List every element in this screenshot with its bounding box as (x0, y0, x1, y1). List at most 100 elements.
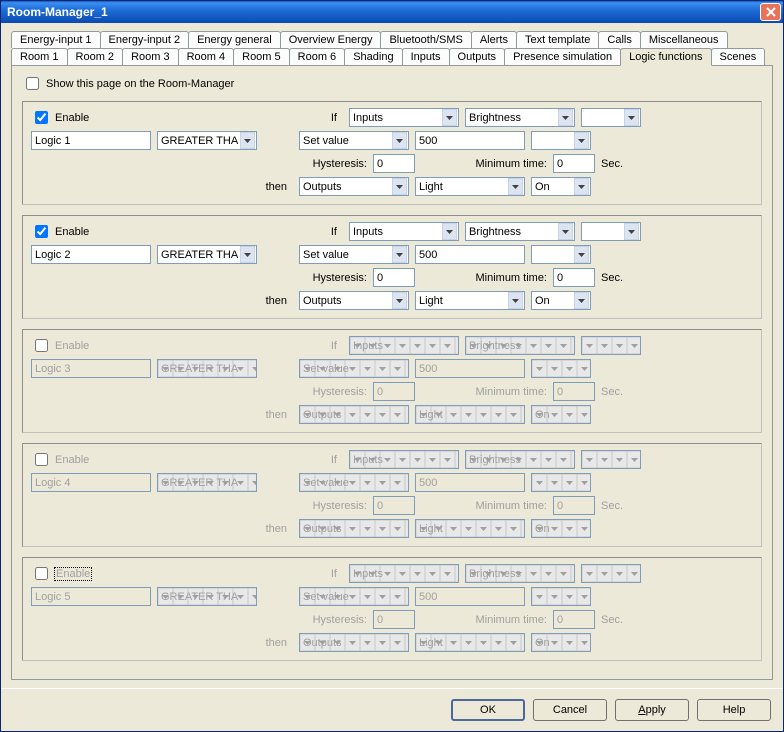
logic-name-input[interactable] (31, 587, 151, 606)
tab-room-4[interactable]: Room 4 (178, 48, 235, 65)
if-extra-select[interactable] (581, 222, 641, 241)
value-mode-select[interactable]: Set value (299, 359, 409, 378)
tab-calls[interactable]: Calls (598, 31, 640, 48)
tab-bluetooth-sms[interactable]: Bluetooth/SMS (380, 31, 471, 48)
if-extra-select[interactable] (581, 450, 641, 469)
then-target-select[interactable]: Outputs (299, 633, 409, 652)
value-mode-select[interactable]: Set value (299, 473, 409, 492)
then-target-select[interactable]: Outputs (299, 405, 409, 424)
value-input[interactable] (415, 359, 525, 378)
tab-logic-functions[interactable]: Logic functions (620, 48, 711, 66)
then-target-select[interactable]: Outputs (299, 291, 409, 310)
tab-energy-input-1[interactable]: Energy-input 1 (11, 31, 101, 48)
if-extra-select[interactable] (581, 108, 641, 127)
value-mode-select[interactable]: Set value (299, 245, 409, 264)
tab-overview-energy[interactable]: Overview Energy (280, 31, 382, 48)
then-target-select[interactable]: Outputs (299, 519, 409, 538)
value-input[interactable] (415, 245, 525, 264)
if-extra-select[interactable] (581, 336, 641, 355)
show-page-checkbox[interactable] (26, 77, 39, 90)
tab-room-5[interactable]: Room 5 (233, 48, 290, 65)
enable-checkbox[interactable] (35, 339, 48, 352)
close-button[interactable] (760, 3, 781, 21)
logic-name-input[interactable] (31, 131, 151, 150)
if-param-select[interactable]: Brightness (465, 108, 575, 127)
minimum-time-input[interactable] (553, 496, 595, 515)
if-source-select[interactable]: Inputs (349, 108, 459, 127)
enable-checkbox[interactable] (35, 567, 48, 580)
logic-name-input[interactable] (31, 473, 151, 492)
if-extra-select[interactable] (581, 564, 641, 583)
operator-select[interactable]: GREATER THAN (157, 245, 257, 264)
tab-room-3[interactable]: Room 3 (122, 48, 179, 65)
tab-shading[interactable]: Shading (344, 48, 402, 65)
dialog-footer: OK Cancel Apply Help (1, 688, 783, 731)
minimum-time-input[interactable] (553, 268, 595, 287)
value-extra-select[interactable] (531, 245, 591, 264)
minimum-time-label: Minimum time: (467, 158, 547, 170)
if-param-select[interactable]: Brightness (465, 336, 575, 355)
hysteresis-input[interactable] (373, 610, 415, 629)
value-extra-select[interactable] (531, 131, 591, 150)
value-input[interactable] (415, 587, 525, 606)
if-param-select[interactable]: Brightness (465, 450, 575, 469)
then-state-select[interactable]: On (531, 177, 591, 196)
operator-select[interactable]: GREATER THAN (157, 359, 257, 378)
tab-room-2[interactable]: Room 2 (67, 48, 124, 65)
if-param-select[interactable]: Brightness (465, 222, 575, 241)
value-mode-select[interactable]: Set value (299, 587, 409, 606)
then-output-select[interactable]: Light (415, 177, 525, 196)
then-state-select[interactable]: On (531, 405, 591, 424)
hysteresis-input[interactable] (373, 154, 415, 173)
then-state-select[interactable]: On (531, 519, 591, 538)
tab-scenes[interactable]: Scenes (711, 48, 766, 65)
tab-inputs[interactable]: Inputs (402, 48, 450, 65)
apply-button[interactable]: Apply (615, 699, 689, 721)
if-source-select[interactable]: Inputs (349, 450, 459, 469)
then-state-select[interactable]: On (531, 633, 591, 652)
value-extra-select[interactable] (531, 473, 591, 492)
then-output-select[interactable]: Light (415, 519, 525, 538)
operator-select[interactable]: GREATER THAN (157, 131, 257, 150)
value-input[interactable] (415, 131, 525, 150)
logic-name-input[interactable] (31, 245, 151, 264)
help-button[interactable]: Help (697, 699, 771, 721)
tab-text-template[interactable]: Text template (516, 31, 599, 48)
value-mode-select[interactable]: Set value (299, 131, 409, 150)
tab-outputs[interactable]: Outputs (449, 48, 506, 65)
if-param-select[interactable]: Brightness (465, 564, 575, 583)
cancel-button[interactable]: Cancel (533, 699, 607, 721)
enable-checkbox[interactable] (35, 453, 48, 466)
value-input[interactable] (415, 473, 525, 492)
value-extra-select[interactable] (531, 359, 591, 378)
then-output-select[interactable]: Light (415, 405, 525, 424)
minimum-time-input[interactable] (553, 154, 595, 173)
tab-alerts[interactable]: Alerts (471, 31, 517, 48)
if-label: If (313, 112, 343, 124)
tab-miscellaneous[interactable]: Miscellaneous (640, 31, 728, 48)
then-output-select[interactable]: Light (415, 633, 525, 652)
tab-energy-input-2[interactable]: Energy-input 2 (100, 31, 190, 48)
tab-room-1[interactable]: Room 1 (11, 48, 68, 65)
logic-name-input[interactable] (31, 359, 151, 378)
if-source-select[interactable]: Inputs (349, 222, 459, 241)
value-extra-select[interactable] (531, 587, 591, 606)
if-source-select[interactable]: Inputs (349, 336, 459, 355)
tab-room-6[interactable]: Room 6 (289, 48, 346, 65)
minimum-time-input[interactable] (553, 382, 595, 401)
minimum-time-input[interactable] (553, 610, 595, 629)
hysteresis-input[interactable] (373, 268, 415, 287)
operator-select[interactable]: GREATER THAN (157, 587, 257, 606)
then-state-select[interactable]: On (531, 291, 591, 310)
enable-checkbox[interactable] (35, 225, 48, 238)
enable-checkbox[interactable] (35, 111, 48, 124)
tab-presence-simulation[interactable]: Presence simulation (504, 48, 621, 65)
ok-button[interactable]: OK (451, 699, 525, 721)
hysteresis-input[interactable] (373, 496, 415, 515)
hysteresis-input[interactable] (373, 382, 415, 401)
tab-energy-general[interactable]: Energy general (188, 31, 281, 48)
if-source-select[interactable]: Inputs (349, 564, 459, 583)
then-target-select[interactable]: Outputs (299, 177, 409, 196)
then-output-select[interactable]: Light (415, 291, 525, 310)
operator-select[interactable]: GREATER THAN (157, 473, 257, 492)
